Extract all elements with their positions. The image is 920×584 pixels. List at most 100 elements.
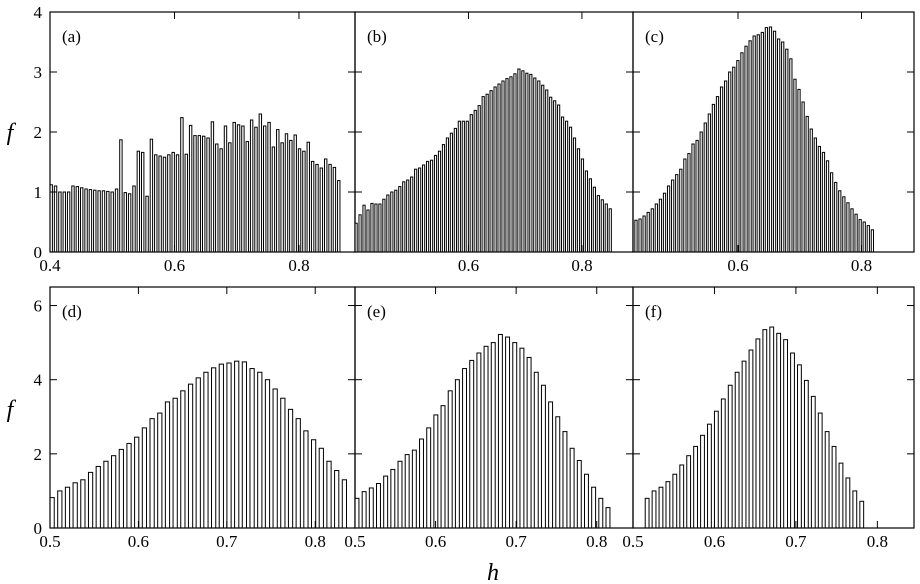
histogram-bar xyxy=(505,336,511,529)
histogram-bar xyxy=(111,455,117,529)
histogram-bar xyxy=(337,180,341,253)
histogram-bar xyxy=(862,221,866,253)
histogram-bar xyxy=(370,202,374,253)
histogram-bar xyxy=(328,163,332,253)
histogram-bar xyxy=(501,80,505,253)
histogram-bar xyxy=(785,48,789,253)
histogram-bar xyxy=(425,160,430,253)
histogram-panel: 0.5 0.6 0.7 0.8 (e) xyxy=(344,286,634,551)
histogram-bar xyxy=(80,479,86,529)
histogram-bar xyxy=(596,195,600,253)
histogram-bar xyxy=(172,397,178,529)
histogram-bar xyxy=(741,360,747,529)
histogram-bar xyxy=(245,141,249,253)
histogram-bar xyxy=(817,145,822,253)
histogram-bar xyxy=(658,486,664,529)
histogram-bar xyxy=(241,361,248,529)
histogram-bar xyxy=(813,137,817,253)
histogram-bar xyxy=(378,203,382,253)
histogram-bar xyxy=(740,52,744,253)
histogram-bar xyxy=(382,198,386,253)
histogram-bar xyxy=(838,462,844,529)
histogram-bar xyxy=(84,188,88,253)
histogram-bar xyxy=(762,329,768,529)
histogram-bar xyxy=(180,117,184,253)
histogram-bar xyxy=(711,103,716,253)
histogram-bar xyxy=(141,151,145,253)
histogram-bar xyxy=(419,438,424,529)
histogram-bar xyxy=(461,120,465,253)
histogram-bar xyxy=(410,176,414,253)
histogram-bar xyxy=(180,390,186,529)
histogram-bar xyxy=(219,148,223,253)
histogram-bar xyxy=(97,190,101,253)
histogram-bar xyxy=(272,388,278,529)
y-tick-label: 4 xyxy=(34,371,43,390)
histogram-bar xyxy=(284,133,289,253)
histogram-bar xyxy=(341,479,347,529)
histogram-bar xyxy=(805,115,809,253)
histogram-bar xyxy=(136,150,141,253)
x-tick-label: 0.8 xyxy=(571,256,592,275)
histogram-bar xyxy=(126,442,132,529)
histogram-bar xyxy=(825,160,830,253)
histogram-bar xyxy=(264,379,271,529)
histogram-bar xyxy=(429,159,434,253)
histogram-bar xyxy=(303,430,309,529)
x-tick-label: 0.7 xyxy=(506,532,528,551)
histogram-bar xyxy=(390,468,396,529)
histogram-bar xyxy=(293,134,297,253)
histogram-bar xyxy=(772,30,777,253)
histogram-bar xyxy=(106,190,110,253)
histogram-bar xyxy=(406,179,410,253)
histogram-bar xyxy=(462,368,468,529)
histogram-bar xyxy=(719,86,724,253)
histogram-bar xyxy=(679,168,683,253)
histogram-bar xyxy=(576,148,581,253)
histogram-bar xyxy=(493,86,497,253)
histogram-bar xyxy=(842,196,846,253)
histogram-panel: 0.6 0.8 (c) xyxy=(632,11,915,275)
histogram-bar xyxy=(241,125,245,253)
histogram-bar xyxy=(402,181,406,253)
histogram-bar xyxy=(93,189,97,253)
histogram-bar xyxy=(267,121,271,253)
histogram-bar xyxy=(187,383,194,529)
histogram-bar xyxy=(302,150,306,253)
histogram-bar xyxy=(306,141,310,253)
histogram-bar xyxy=(362,204,366,253)
histogram-bar xyxy=(489,90,493,253)
histogram-bar xyxy=(831,445,837,529)
histogram-bar xyxy=(206,137,210,253)
histogram-bar xyxy=(803,379,809,529)
y-tick-label: 6 xyxy=(34,297,43,316)
histogram-bar xyxy=(441,144,446,253)
histogram-bar xyxy=(638,218,642,253)
histogram-bar xyxy=(311,439,317,529)
x-tick-label: 0.8 xyxy=(305,532,326,551)
histogram-bar xyxy=(707,113,711,253)
histogram-bar xyxy=(210,121,215,253)
histogram-bar xyxy=(134,436,140,529)
histogram-bar xyxy=(485,93,489,253)
histogram-bar xyxy=(404,454,410,529)
histogram-bar xyxy=(537,80,541,253)
histogram-bar xyxy=(476,352,482,529)
histogram-bar xyxy=(358,214,362,253)
histogram-bar xyxy=(752,35,756,253)
histogram-bar xyxy=(490,342,496,529)
histogram-bar xyxy=(732,66,736,253)
x-tick-label: 0.5 xyxy=(344,532,365,551)
histogram-bar xyxy=(280,142,284,253)
y-tick-label: 1 xyxy=(34,183,43,202)
histogram-bar xyxy=(781,41,785,253)
histogram-bar xyxy=(846,202,850,253)
histogram-bar xyxy=(809,128,813,253)
histogram-bar xyxy=(526,356,532,529)
x-tick-label: 0.8 xyxy=(586,532,607,551)
histogram-bar xyxy=(675,174,679,253)
histogram-bar xyxy=(658,198,663,253)
histogram-bar xyxy=(118,448,124,529)
histogram-bar xyxy=(519,347,525,529)
